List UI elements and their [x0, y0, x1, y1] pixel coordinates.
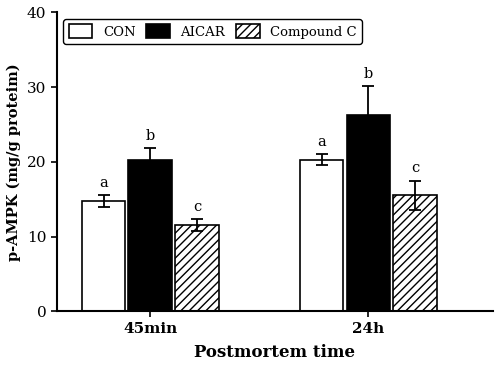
- Text: b: b: [364, 67, 373, 81]
- Text: a: a: [99, 176, 108, 190]
- Bar: [394, 195, 437, 311]
- Bar: [175, 225, 219, 311]
- Bar: [128, 160, 172, 311]
- Text: b: b: [146, 129, 155, 143]
- Bar: [346, 115, 390, 311]
- Y-axis label: p-AMPK (mg/g proteim): p-AMPK (mg/g proteim): [7, 63, 22, 261]
- Text: c: c: [193, 200, 201, 214]
- Text: a: a: [318, 135, 326, 149]
- Bar: [82, 201, 126, 311]
- Legend: CON, AICAR, Compound C: CON, AICAR, Compound C: [64, 19, 362, 44]
- Bar: [300, 160, 344, 311]
- Text: c: c: [411, 161, 420, 175]
- X-axis label: Postmortem time: Postmortem time: [194, 344, 356, 361]
